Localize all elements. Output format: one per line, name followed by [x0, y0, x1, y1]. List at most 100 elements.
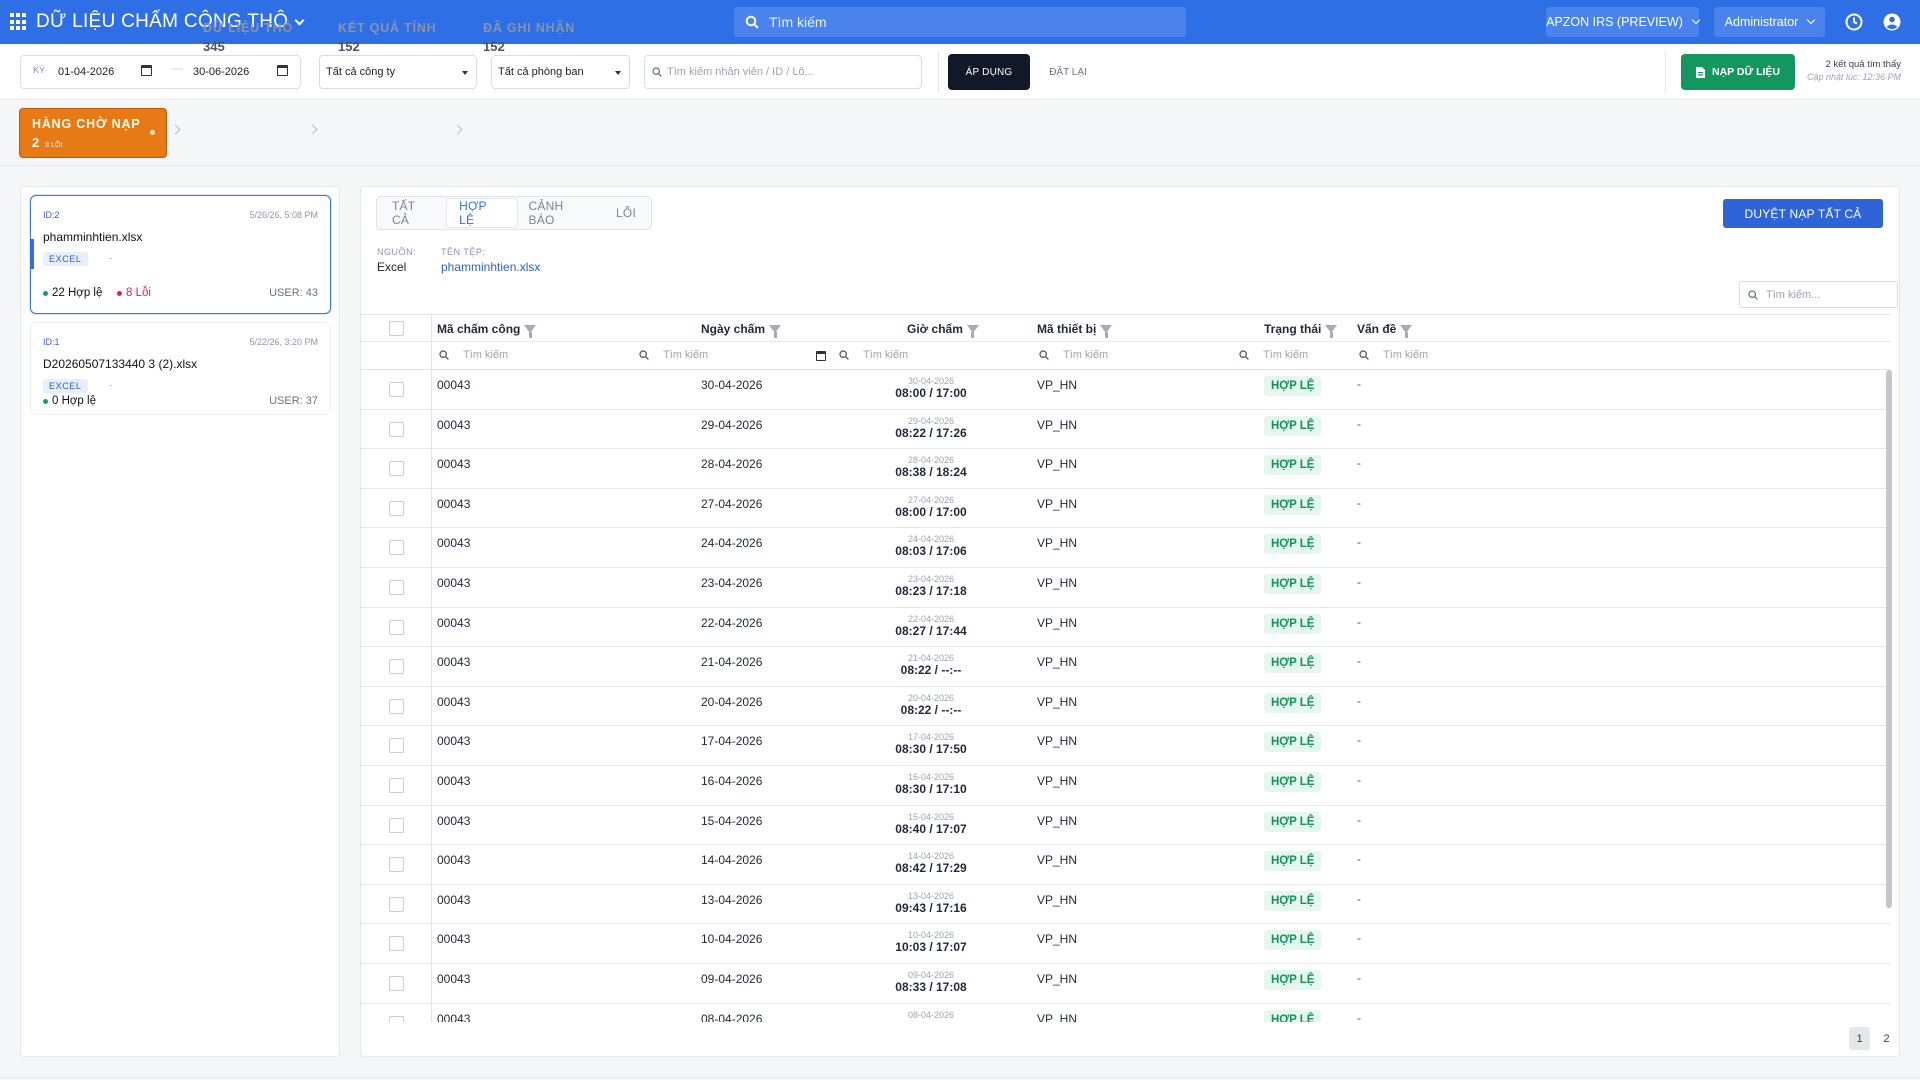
cell-employee-code: 00043 [437, 417, 471, 432]
tab-error[interactable]: LỖI [616, 206, 636, 220]
select-all-checkbox[interactable] [389, 321, 404, 336]
filter-funnel-icon[interactable] [769, 325, 782, 338]
cell-date: 29-04-2026 [701, 417, 763, 432]
apps-grid-icon[interactable] [10, 13, 28, 31]
filter-status[interactable]: Tìm kiếm [1239, 349, 1308, 361]
table-row[interactable]: 00043 23-04-2026 23-04-2026 08:23 / 17:18 VP… [361, 568, 1891, 608]
row-checkbox[interactable] [389, 619, 404, 635]
filter-funnel-icon[interactable] [1325, 325, 1338, 338]
calendar-icon[interactable] [141, 65, 152, 76]
table-row[interactable]: 00043 17-04-2026 17-04-2026 08:30 / 17:50 VP… [361, 726, 1891, 766]
table-row[interactable]: 00043 15-04-2026 15-04-2026 08:40 / 17:07 VP… [361, 806, 1891, 846]
row-checkbox[interactable] [389, 817, 404, 833]
reset-button[interactable]: ĐẶT LẠI [1049, 66, 1087, 78]
table-row[interactable]: 00043 29-04-2026 29-04-2026 08:22 / 17:26 VP… [361, 410, 1891, 450]
batch-card[interactable]: ID:2 5/26/26, 5:08 PM phamminhtien.xlsx … [30, 195, 331, 314]
cell-issue: - [1357, 416, 1361, 431]
global-search-input[interactable]: Tìm kiếm [734, 7, 1186, 37]
row-checkbox[interactable] [389, 738, 404, 754]
row-checkbox[interactable] [389, 778, 404, 793]
row-checkbox[interactable] [389, 382, 404, 397]
table-row[interactable]: 00043 20-04-2026 20-04-2026 08:22 / --:-- VP… [361, 687, 1891, 727]
table-row[interactable]: 00043 14-04-2026 14-04-2026 08:42 / 17:29 VP… [361, 845, 1891, 885]
step-calc-result[interactable]: KẾT QUẢ TÍNH 152 [326, 12, 449, 62]
page-2-button[interactable]: 2 [1883, 1032, 1890, 1045]
company-select[interactable]: Tất cả công ty [319, 55, 477, 89]
cell-time-range: 08:22 / --:-- [900, 702, 962, 717]
page-1-button[interactable]: 1 [1849, 1027, 1870, 1050]
table-row[interactable]: 00043 24-04-2026 24-04-2026 08:03 / 17:06 VP… [361, 528, 1891, 568]
department-select[interactable]: Tất cả phòng ban [491, 55, 630, 89]
row-checkbox[interactable] [389, 976, 404, 991]
calendar-icon[interactable] [816, 351, 826, 361]
filter-funnel-icon[interactable] [1400, 325, 1413, 338]
filter-funnel-icon[interactable] [524, 325, 537, 338]
step-raw-data[interactable]: DỮ LIỆU THÔ 345 [191, 12, 305, 62]
batch-card[interactable]: ID:1 5/22/26, 3:20 PM D20260507133440 3 … [30, 322, 331, 415]
row-checkbox[interactable] [389, 659, 404, 675]
table-row[interactable]: 00043 30-04-2026 30-04-2026 08:00 / 17:00 VP… [361, 370, 1891, 410]
filter-time[interactable]: Tìm kiếm [839, 349, 908, 361]
row-checkbox[interactable] [389, 698, 404, 714]
batch-date: 5/22/26, 3:20 PM [249, 337, 318, 347]
cell-device: VP_HN [1037, 1011, 1078, 1022]
table-row[interactable]: 00043 22-04-2026 22-04-2026 08:27 / 17:44 VP… [361, 608, 1891, 648]
filter-issue[interactable]: Tìm kiếm [1359, 349, 1428, 361]
row-checkbox[interactable] [389, 857, 404, 873]
date-from-input[interactable]: 01-04-2026 [58, 66, 115, 78]
status-dot [117, 290, 122, 296]
table-row[interactable]: 00043 08-04-2026 08-04-2026 VP_HN HỢP LỆ - [361, 1004, 1891, 1022]
divider [938, 52, 939, 92]
approve-all-button[interactable]: DUYỆT NẠP TẤT CẢ [1723, 199, 1883, 228]
row-checkbox[interactable] [389, 1015, 404, 1022]
batch-list-panel: ID:2 5/26/26, 5:08 PM phamminhtien.xlsx … [20, 186, 340, 1057]
step-recorded[interactable]: ĐÃ GHI NHẬN 152 [471, 12, 587, 62]
filter-funnel-icon[interactable] [966, 325, 979, 338]
calendar-icon[interactable] [277, 65, 288, 76]
cell-date: 13-04-2026 [701, 892, 763, 907]
tab-all[interactable]: TẤT CẢ [392, 199, 416, 227]
account-circle-icon[interactable] [1881, 11, 1903, 33]
table-row[interactable]: 00043 13-04-2026 13-04-2026 09:43 / 17:16 VP… [361, 885, 1891, 925]
cell-time: 08-04-2026 [881, 1010, 981, 1020]
step-import-queue[interactable]: HÀNG CHỜ NẠP 2 8 LỖI [19, 108, 167, 158]
table-row[interactable]: 00043 21-04-2026 21-04-2026 08:22 / --:-- VP… [361, 647, 1891, 687]
row-checkbox[interactable] [389, 461, 404, 477]
filter-employee-code[interactable]: Tìm kiếm [439, 349, 508, 361]
step-title: DỮ LIỆU THÔ [203, 20, 294, 35]
user-menu[interactable]: Administrator [1714, 7, 1825, 37]
table-row[interactable]: 00043 09-04-2026 09-04-2026 08:33 / 17:08 VP… [361, 964, 1891, 1004]
row-checkbox[interactable] [389, 500, 404, 516]
row-checkbox[interactable] [389, 580, 404, 595]
apply-button[interactable]: ÁP DỤNG [948, 54, 1030, 90]
row-checkbox[interactable] [389, 896, 404, 912]
table-search-placeholder: Tìm kiếm... [1766, 288, 1821, 301]
app-title-menu[interactable]: DỮ LIỆU CHẤM CÔNG THÔ [36, 11, 305, 33]
history-clock-icon[interactable] [1843, 11, 1865, 33]
cell-time-range: 08:42 / 17:29 [895, 861, 967, 876]
date-to-input[interactable]: 30-06-2026 [193, 66, 250, 78]
table-scrollbar[interactable] [1886, 370, 1892, 908]
table-row[interactable]: 00043 28-04-2026 28-04-2026 08:38 / 18:24 VP… [361, 449, 1891, 489]
row-checkbox[interactable] [389, 421, 404, 437]
row-checkbox[interactable] [389, 540, 404, 556]
employee-search-input[interactable]: Tìm kiếm nhân viên / ID / Lô... [644, 55, 922, 89]
col-label: Vấn đề [1357, 322, 1397, 336]
row-checkbox[interactable] [389, 936, 404, 952]
tab-valid[interactable]: HỢP LỆ [447, 199, 517, 227]
table-search-input[interactable]: Tìm kiếm... [1739, 281, 1898, 308]
load-data-button[interactable]: NẠP DỮ LIỆU [1681, 54, 1795, 90]
environment-selector[interactable]: APZON IRS (PREVIEW) [1546, 7, 1701, 37]
cell-date: 09-04-2026 [701, 972, 763, 986]
cell-device: VP_HN [1037, 417, 1078, 432]
filter-device[interactable]: Tìm kiếm [1039, 349, 1108, 361]
table-row[interactable]: 00043 10-04-2026 10-04-2026 10:03 / 17:07 VP… [361, 924, 1891, 964]
table-row[interactable]: 00043 16-04-2026 16-04-2026 08:30 / 17:10 VP… [361, 766, 1891, 806]
tab-warning[interactable]: CẢNH BÁO [528, 199, 564, 227]
file-name-link[interactable]: phamminhtien.xlsx [441, 260, 541, 274]
filter-date[interactable]: Tìm kiếm [639, 349, 708, 361]
table-row[interactable]: 00043 27-04-2026 27-04-2026 08:00 / 17:00 VP… [361, 489, 1891, 529]
filter-funnel-icon[interactable] [1100, 325, 1113, 338]
cell-issue: - [1357, 1010, 1361, 1022]
status-badge: HỢP LỆ [1264, 494, 1322, 515]
